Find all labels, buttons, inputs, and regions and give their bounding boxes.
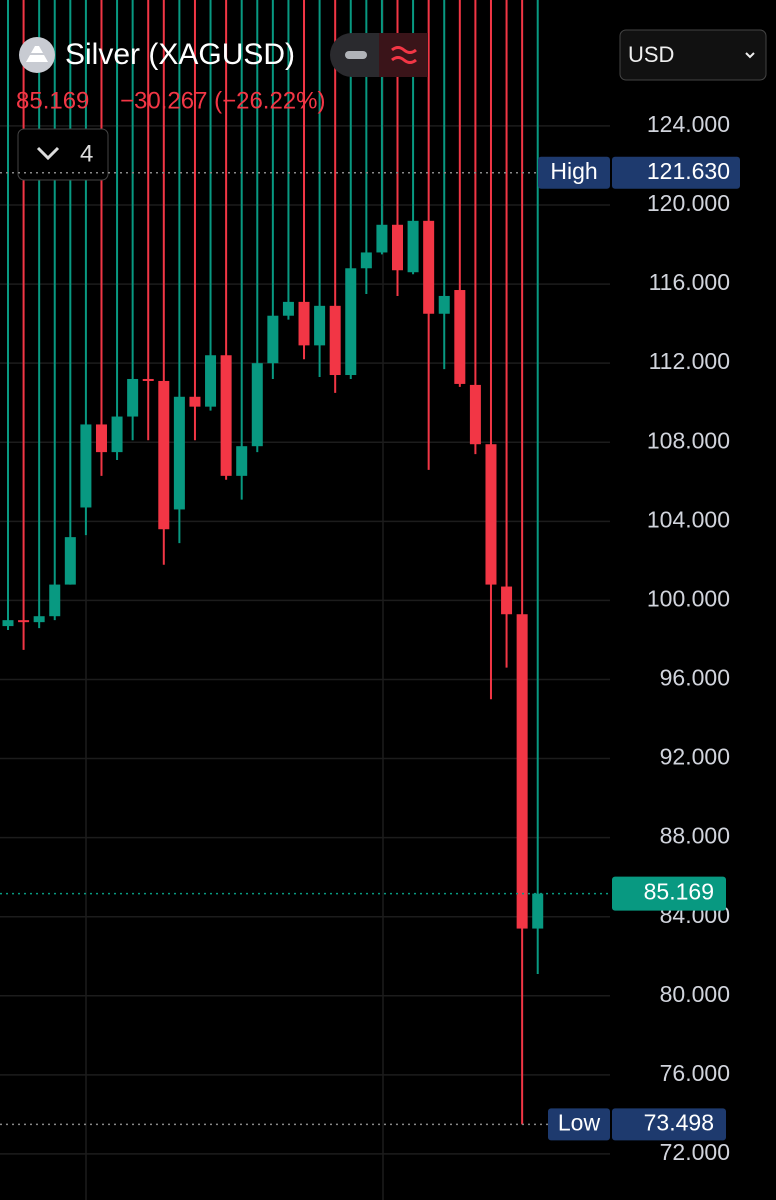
y-tick-label: 112.000 bbox=[649, 348, 730, 374]
candle-body bbox=[423, 220, 435, 314]
candle-body bbox=[392, 224, 403, 271]
symbol-title: Silver (XAGUSD) bbox=[65, 38, 295, 71]
currency-select[interactable] bbox=[619, 29, 767, 81]
high-text: High bbox=[550, 158, 597, 184]
y-tick-label: 72.000 bbox=[660, 1139, 730, 1165]
candle-body bbox=[33, 616, 45, 623]
candle-body bbox=[251, 363, 263, 447]
candle-body bbox=[111, 416, 123, 453]
y-tick-label: 80.000 bbox=[660, 981, 730, 1007]
logo-icon bbox=[26, 46, 48, 62]
y-tick-label: 120.000 bbox=[647, 190, 730, 216]
plot bbox=[0, 0, 610, 1200]
y-tick-label: 92.000 bbox=[660, 744, 730, 770]
last-price-value: 85.169 bbox=[644, 879, 714, 905]
candle-body bbox=[18, 620, 30, 623]
candle-body bbox=[438, 295, 450, 314]
high-value-badge bbox=[612, 156, 740, 189]
low-value-badge bbox=[612, 1108, 726, 1141]
y-tick-label: 76.000 bbox=[660, 1060, 730, 1086]
y-tick-label: 96.000 bbox=[660, 665, 730, 691]
candle-body bbox=[64, 537, 76, 585]
candle-body bbox=[2, 620, 14, 627]
toggle-active[interactable] bbox=[379, 33, 428, 77]
indicator-count: 4 bbox=[80, 140, 93, 167]
candle-body bbox=[298, 301, 310, 346]
candle-body bbox=[485, 444, 497, 585]
candle-body bbox=[407, 220, 419, 273]
candle-body bbox=[314, 305, 326, 346]
toggle-icon bbox=[391, 46, 417, 64]
last-price: 85.169 bbox=[16, 87, 89, 114]
candle-body bbox=[282, 301, 294, 316]
candle-body bbox=[454, 290, 466, 384]
low-value: 73.498 bbox=[644, 1109, 714, 1135]
y-tick-label: 88.000 bbox=[660, 823, 730, 849]
candle-body bbox=[329, 305, 341, 376]
y-tick-label: 100.000 bbox=[647, 585, 730, 611]
low-badge bbox=[548, 1108, 610, 1141]
candle-body bbox=[49, 584, 61, 617]
price-change: −30.267 (−26.22%) bbox=[120, 87, 326, 114]
candle-body bbox=[532, 893, 544, 929]
candle-body bbox=[516, 614, 528, 929]
candle-body bbox=[267, 315, 279, 364]
candle-body bbox=[173, 396, 185, 510]
y-tick-label: 124.000 bbox=[647, 111, 730, 137]
candle-body bbox=[501, 586, 513, 615]
y-tick-label: 116.000 bbox=[649, 269, 730, 295]
low-text: Low bbox=[558, 1109, 601, 1135]
candle-body bbox=[236, 446, 248, 476]
candle-body bbox=[376, 224, 388, 253]
chevron bbox=[36, 146, 60, 161]
y-tick-label: 104.000 bbox=[647, 506, 730, 532]
y-tick-label: 108.000 bbox=[647, 427, 730, 453]
currency: USD bbox=[628, 42, 674, 67]
high-value: 121.630 bbox=[647, 158, 730, 184]
candle-body bbox=[205, 355, 217, 407]
toggle-icon bbox=[345, 51, 367, 59]
header: Silver (XAGUSD) 85.169 −30.267 (−26.22%)… bbox=[16, 29, 767, 181]
candle-body bbox=[220, 355, 232, 476]
candle-body bbox=[469, 384, 481, 445]
chevron bbox=[745, 52, 755, 59]
high-badge bbox=[538, 156, 610, 189]
candle-body bbox=[127, 378, 139, 417]
candle-body bbox=[142, 378, 154, 381]
candle-body bbox=[95, 424, 107, 453]
candle-body bbox=[158, 380, 170, 530]
candle-body bbox=[189, 396, 201, 407]
last-price-badge bbox=[612, 876, 726, 911]
candle-body bbox=[345, 268, 357, 376]
indicators-button[interactable] bbox=[17, 128, 109, 181]
candle-body bbox=[360, 252, 372, 269]
candle-body bbox=[80, 424, 92, 508]
